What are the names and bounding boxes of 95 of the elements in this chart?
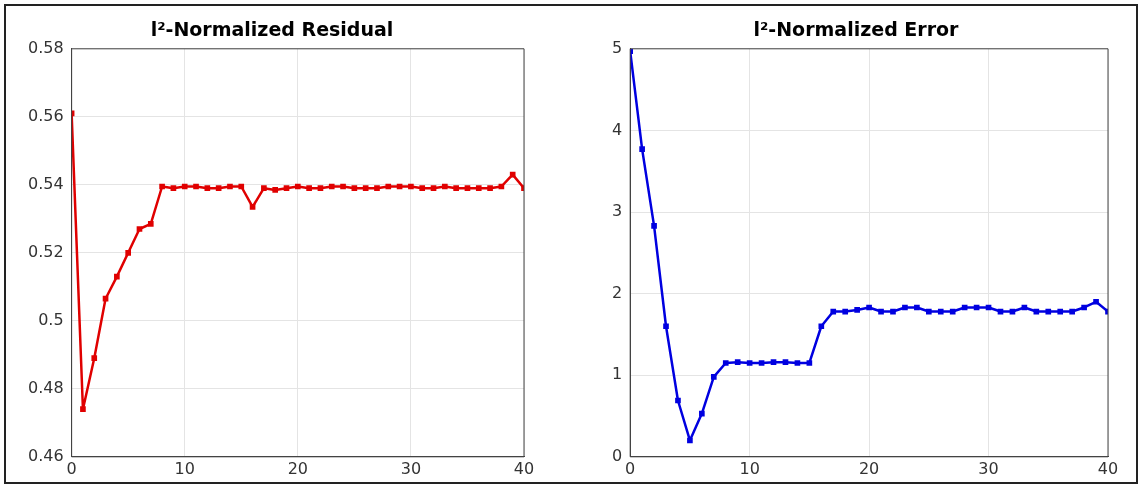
- x-tick-label: 0: [66, 458, 77, 478]
- point: [374, 185, 380, 192]
- point: [509, 171, 516, 178]
- point: [419, 185, 426, 192]
- y-tick-label: 1: [611, 364, 623, 384]
- point: [170, 185, 177, 192]
- point: [830, 308, 837, 315]
- point: [147, 221, 154, 227]
- point: [1057, 308, 1064, 315]
- point: [1093, 298, 1099, 305]
- point: [710, 374, 717, 380]
- y-tick-label: 0.56: [28, 105, 64, 125]
- y-tick-label: 3: [611, 201, 623, 221]
- point: [362, 185, 369, 192]
- point: [782, 359, 789, 365]
- point: [351, 185, 358, 192]
- point: [227, 183, 233, 190]
- y-tick-label: 0.58: [28, 37, 64, 57]
- y-tick-label: 0.52: [28, 241, 64, 261]
- point: [91, 355, 98, 362]
- point: [806, 360, 813, 366]
- point: [249, 204, 256, 210]
- x-tick-label: 20: [287, 458, 308, 478]
- point: [306, 185, 312, 192]
- point: [1045, 308, 1052, 315]
- point: [925, 308, 932, 315]
- point: [204, 185, 211, 192]
- point: [80, 406, 86, 413]
- point: [272, 187, 279, 193]
- point: [842, 308, 849, 315]
- point: [385, 183, 392, 190]
- point: [181, 183, 188, 190]
- point: [283, 185, 290, 192]
- point: [734, 359, 741, 365]
- point: [125, 249, 131, 256]
- x-tick-label: 0: [625, 458, 636, 478]
- y-tick-label: 2: [611, 282, 623, 302]
- point: [722, 360, 729, 366]
- chart-title: l²-Normalized Error: [753, 18, 960, 41]
- point: [294, 183, 301, 190]
- point: [675, 397, 681, 404]
- point: [949, 308, 956, 315]
- point: [261, 185, 267, 192]
- point: [159, 183, 165, 190]
- point: [317, 185, 324, 192]
- chart-title: l²-Normalized Residual: [150, 18, 394, 41]
- y-tick-label: 0: [611, 445, 623, 465]
- point: [430, 185, 437, 192]
- point: [699, 410, 705, 417]
- point: [193, 183, 199, 190]
- point: [854, 307, 860, 313]
- point: [340, 183, 346, 190]
- point: [102, 295, 109, 302]
- point: [818, 323, 825, 330]
- point: [487, 185, 493, 192]
- point: [794, 360, 801, 366]
- point: [878, 308, 884, 315]
- point: [770, 359, 777, 365]
- point: [937, 308, 944, 315]
- point: [453, 185, 459, 192]
- point: [1033, 308, 1040, 315]
- point: [215, 185, 222, 192]
- point: [136, 226, 143, 232]
- x-tick-label: 40: [1097, 458, 1119, 478]
- point: [866, 304, 872, 311]
- x-tick-label: 40: [513, 458, 535, 478]
- point: [914, 304, 920, 311]
- x-tick-label: 20: [858, 458, 880, 478]
- point: [475, 185, 482, 192]
- point: [639, 146, 645, 152]
- x-tick-label: 30: [400, 458, 422, 478]
- point: [687, 437, 693, 444]
- y-tick-label: 4: [611, 119, 623, 139]
- point: [651, 223, 657, 229]
- point: [442, 183, 448, 190]
- y-tick-label: 0.54: [28, 173, 64, 193]
- point: [902, 304, 908, 311]
- point: [758, 360, 765, 366]
- point: [1069, 308, 1075, 315]
- y-tick-label: 5: [611, 37, 623, 57]
- x-tick-label: 10: [739, 458, 760, 478]
- point: [114, 273, 120, 280]
- y-tick-label: 0.5: [38, 309, 64, 329]
- point: [408, 183, 414, 190]
- point: [890, 308, 896, 315]
- point: [746, 360, 753, 366]
- point: [1081, 304, 1087, 311]
- y-tick-label: 0.48: [28, 377, 64, 397]
- y-tick-label: 0.46: [28, 445, 64, 465]
- point: [663, 323, 669, 330]
- point: [464, 185, 471, 192]
- point: [238, 183, 245, 190]
- x-tick-label: 30: [978, 458, 999, 478]
- x-tick-label: 10: [174, 458, 195, 478]
- point: [328, 183, 335, 190]
